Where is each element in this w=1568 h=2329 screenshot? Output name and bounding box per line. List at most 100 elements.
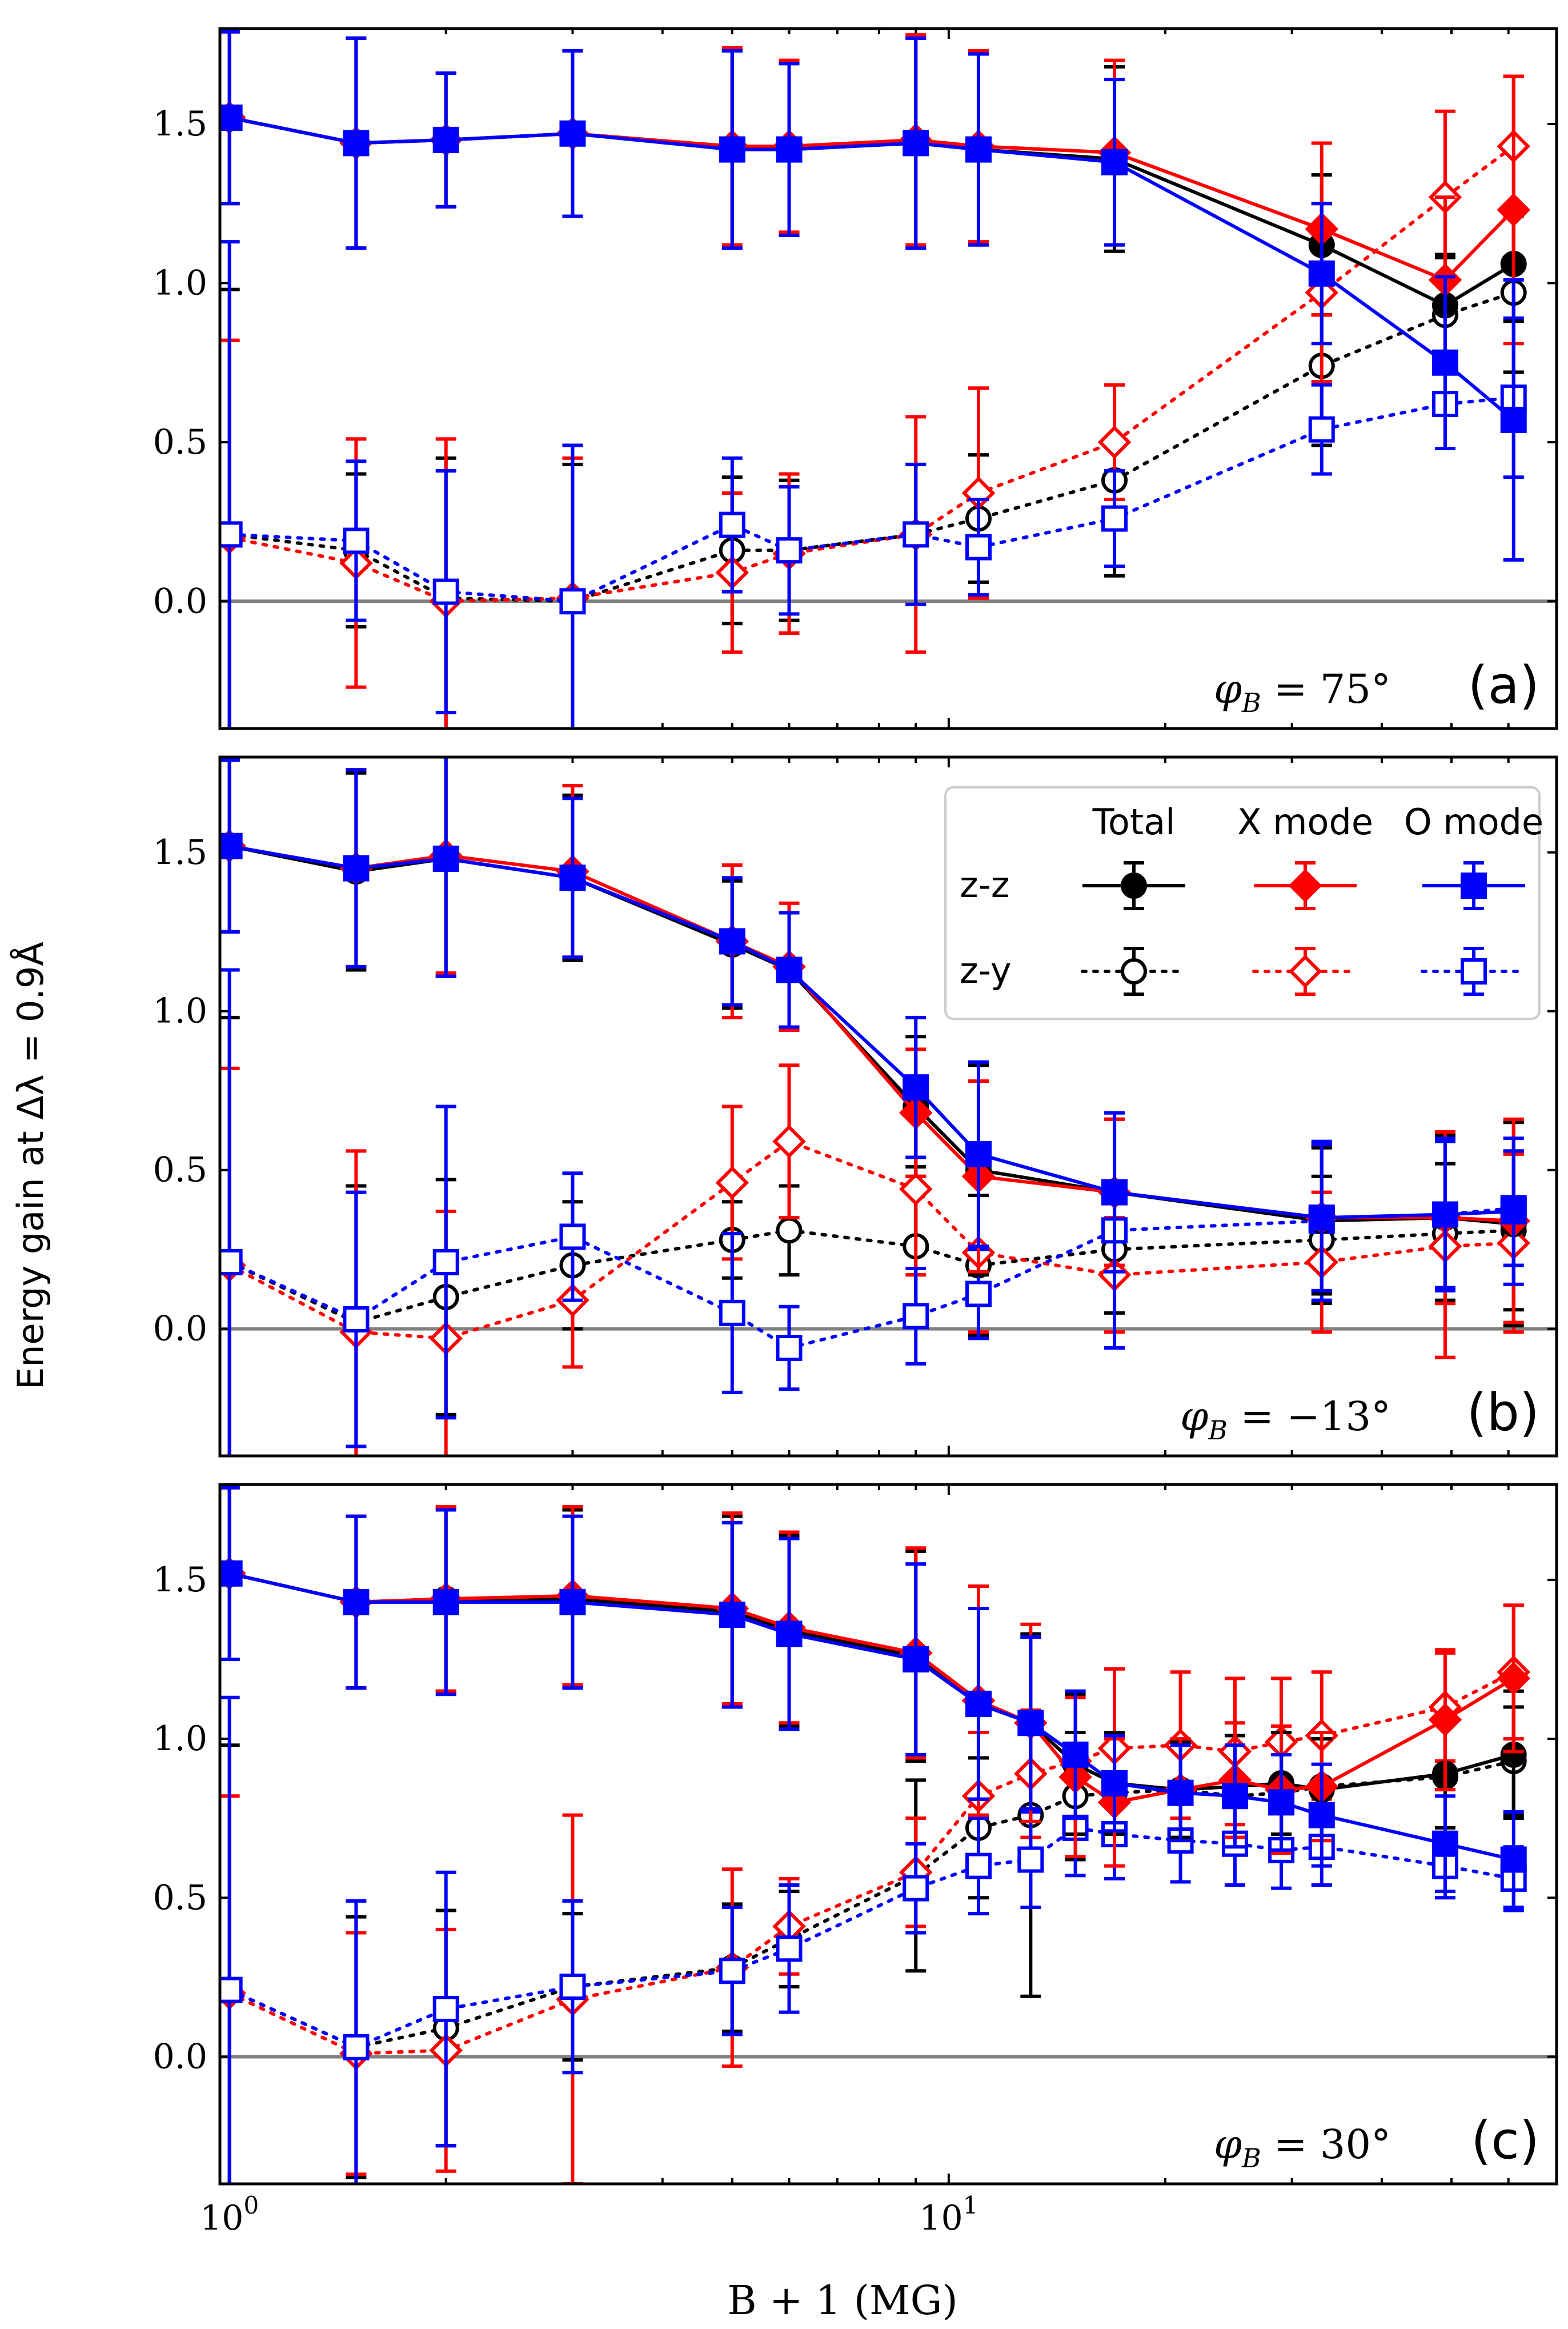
data-point — [776, 1935, 803, 1962]
data-point — [715, 1166, 749, 1200]
y-tick-label: 1.5 — [153, 1560, 207, 1600]
data-point — [1097, 425, 1132, 459]
y-tick-label: 1.5 — [153, 104, 207, 144]
series-o-mode-z-z — [220, 30, 1527, 562]
data-point — [965, 534, 992, 561]
data-point — [899, 1172, 933, 1206]
data-point — [1431, 349, 1458, 376]
data-point — [343, 855, 370, 882]
data-point — [432, 126, 459, 153]
y-tick-label: 0.0 — [153, 1309, 207, 1349]
y-tick-label: 0.5 — [153, 422, 207, 462]
data-point — [719, 511, 745, 538]
data-point — [559, 1223, 586, 1250]
data-point — [220, 1248, 243, 1275]
series-o-mode-z-z — [220, 1486, 1527, 1909]
data-point — [719, 1958, 745, 1984]
series-layer — [220, 757, 1530, 1456]
legend-row-label: z-z — [960, 864, 1009, 906]
data-point — [1101, 1770, 1128, 1796]
y-tick-label: 1.0 — [153, 991, 207, 1031]
y-tick-label: 0.0 — [153, 581, 207, 621]
y-tick-label: 1.0 — [153, 1719, 207, 1759]
legend-col-header: O mode — [1404, 801, 1543, 843]
panel-label: (b) — [1467, 1383, 1539, 1443]
data-point — [903, 1646, 929, 1672]
data-point — [776, 957, 803, 983]
series-line — [227, 1206, 1515, 1350]
series-line — [229, 844, 1514, 1220]
data-point — [1308, 1204, 1335, 1231]
legend-box — [944, 786, 1541, 1020]
legend-col-header: Total — [1092, 801, 1176, 843]
data-point — [1167, 1779, 1194, 1806]
data-point — [903, 130, 929, 157]
plot-area: 0.0 0.5 1.0 1.5 (a) φB = 75° 0.0 0.5 1.0 1.5 (b) φB… — [153, 27, 1558, 2238]
legend-row-label: z-y — [960, 950, 1012, 991]
data-point — [1101, 1179, 1128, 1206]
data-point — [559, 865, 586, 891]
data-point — [1428, 1703, 1462, 1736]
data-point — [1101, 505, 1128, 532]
data-point — [432, 1996, 459, 2022]
data-point — [220, 1560, 243, 1587]
data-point — [903, 1074, 929, 1101]
data-point — [1308, 1802, 1335, 1828]
series-layer — [220, 1486, 1530, 2184]
legend-marker — [1288, 869, 1322, 903]
data-point — [1017, 1846, 1044, 1873]
data-point — [965, 1141, 992, 1167]
data-point — [1101, 149, 1128, 175]
data-point — [220, 833, 243, 859]
data-point — [776, 537, 803, 564]
y-axis-label: Energy gain at Δλ = 0.9Å — [10, 942, 51, 1390]
data-point — [1497, 193, 1530, 227]
series-x-mode-z-z — [220, 30, 1530, 365]
legend-marker — [1288, 954, 1322, 989]
data-point — [965, 136, 992, 163]
data-point — [776, 1334, 803, 1361]
data-point — [1017, 1710, 1044, 1736]
data-point — [1062, 1741, 1089, 1768]
data-point — [1500, 1198, 1527, 1224]
data-point — [903, 521, 929, 548]
data-point — [903, 1875, 929, 1902]
data-point — [719, 928, 745, 955]
angle-label: φB = 75° — [1214, 666, 1391, 718]
legend-col-header: X mode — [1237, 801, 1373, 843]
data-point — [343, 527, 370, 554]
y-tick-label: 0.5 — [153, 1150, 207, 1190]
data-point — [1497, 1662, 1530, 1695]
series-layer — [220, 30, 1530, 729]
data-point — [719, 1299, 745, 1326]
data-point — [776, 1217, 803, 1244]
data-point — [772, 1125, 806, 1158]
legend-marker — [1461, 958, 1487, 985]
data-point — [1500, 406, 1527, 433]
data-point — [1500, 1846, 1527, 1873]
data-point — [965, 1852, 992, 1879]
panel-label: (a) — [1468, 655, 1539, 715]
series-o-mode-z-y — [220, 240, 1527, 729]
data-point — [719, 136, 745, 163]
data-point — [965, 1280, 992, 1307]
data-point — [1308, 416, 1335, 443]
data-point — [965, 1690, 992, 1717]
data-point — [1221, 1783, 1248, 1810]
data-point — [1268, 1789, 1295, 1816]
data-point — [432, 578, 459, 605]
x-axis-label: B + 1 (MG) — [727, 2277, 958, 2324]
data-point — [559, 1588, 586, 1615]
series-line — [227, 1228, 1515, 1324]
angle-label: φB = 30° — [1214, 2121, 1391, 2174]
series-total-z-z — [220, 30, 1527, 358]
data-point — [776, 136, 803, 163]
series-line — [229, 115, 1515, 422]
data-point — [1431, 1201, 1458, 1228]
data-point — [559, 1974, 586, 2000]
x-tick-label: 101 — [919, 2191, 978, 2238]
axes-frame — [218, 27, 1558, 730]
series-x-mode-z-y — [220, 1603, 1530, 2184]
data-point — [432, 845, 459, 872]
